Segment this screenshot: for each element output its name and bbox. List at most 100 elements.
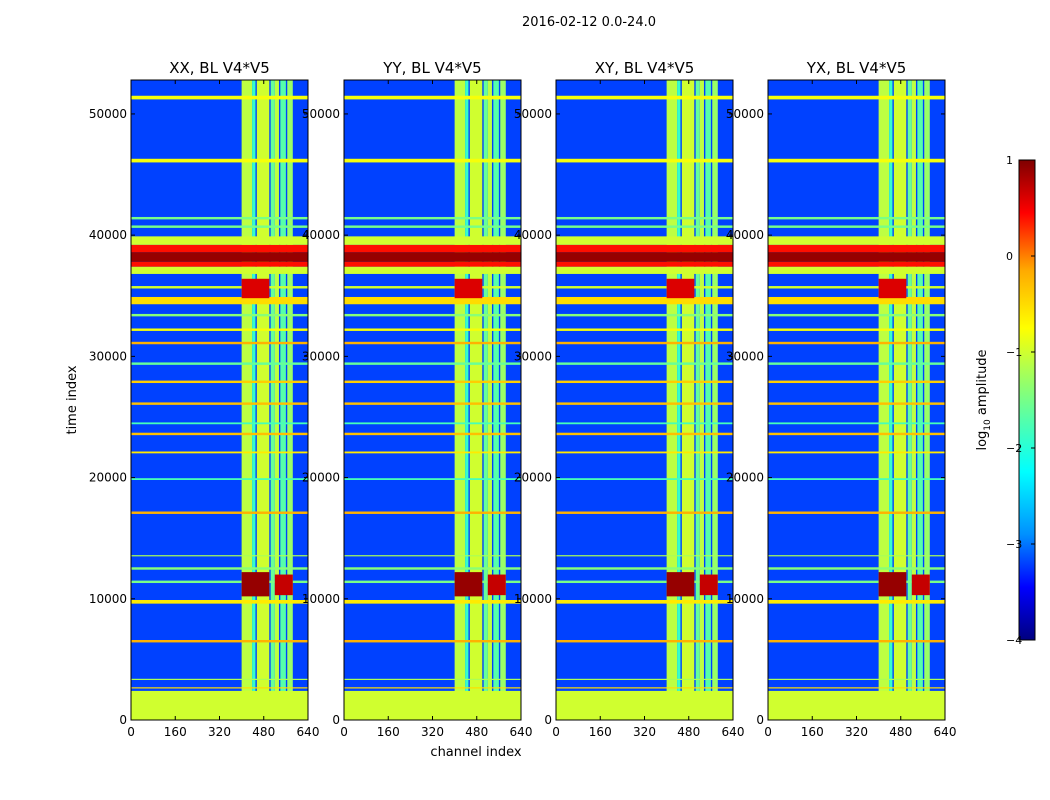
rfi-time-band — [131, 478, 308, 480]
y-tick-label: 10000 — [89, 592, 127, 606]
rfi-time-band — [768, 252, 945, 262]
panel-title: XY, BL V4*V5 — [595, 59, 695, 77]
rfi-time-band — [131, 313, 308, 317]
rfi-channel-band — [705, 80, 711, 720]
rfi-hot-spot — [487, 574, 506, 596]
rfi-time-band — [768, 158, 945, 163]
rfi-time-band — [344, 600, 521, 604]
rfi-time-band — [768, 313, 945, 317]
rfi-hot-spot — [274, 574, 293, 596]
rfi-time-band — [131, 432, 308, 436]
rfi-time-band — [556, 95, 733, 100]
rfi-channel-band — [241, 80, 253, 720]
x-tick-label: 640 — [722, 725, 745, 739]
rfi-time-band — [344, 402, 521, 405]
rfi-time-band — [131, 225, 308, 228]
x-tick-label: 0 — [127, 725, 135, 739]
rfi-time-band — [131, 422, 308, 425]
colorbar-label-main: log — [975, 431, 990, 451]
rfi-time-band — [556, 432, 733, 436]
rfi-time-band — [556, 478, 733, 480]
rfi-hot-spot — [699, 574, 718, 596]
rfi-hot-spot — [454, 572, 483, 597]
rfi-time-band — [131, 580, 308, 584]
rfi-time-band — [556, 216, 733, 220]
rfi-channel-band — [924, 80, 930, 720]
rfi-time-band — [556, 252, 733, 262]
rfi-time-band — [131, 600, 308, 604]
rfi-time-band — [131, 296, 308, 305]
rfi-time-band — [344, 286, 521, 289]
colorbar-ticks: 1 0 −1 −2 −3 −4 — [1006, 154, 1035, 647]
rfi-time-band — [556, 313, 733, 317]
x-tick-label: 0 — [552, 725, 560, 739]
rfi-channel-band — [465, 80, 469, 720]
x-tick-label: 640 — [297, 725, 320, 739]
rfi-time-band — [556, 600, 733, 604]
rfi-time-band — [768, 600, 945, 604]
y-tick-label: 0 — [756, 713, 764, 727]
rfi-time-band — [131, 341, 308, 345]
rfi-time-band — [556, 225, 733, 228]
rfi-time-band — [131, 678, 308, 680]
rfi-channel-band — [878, 80, 890, 720]
rfi-channel-band — [666, 80, 678, 720]
rfi-time-band — [344, 236, 521, 245]
y-tick-label: 50000 — [514, 107, 552, 121]
rfi-time-band — [768, 511, 945, 514]
rfi-time-band — [344, 687, 521, 689]
rfi-time-band — [344, 640, 521, 643]
heatmap-panel: XY, BL V4*V5 0 160 320 480 640 0 10000 20000 3000… — [514, 59, 745, 739]
heatmap-image — [768, 80, 945, 720]
heatmap-panels: XX, BL V4*V5 0 160 320 480 640 0 10000 20000 3000… — [89, 59, 957, 739]
rfi-time-band — [344, 555, 521, 557]
rfi-time-band — [344, 252, 521, 262]
x-tick-label: 480 — [889, 725, 912, 739]
rfi-time-band — [131, 567, 308, 570]
rfi-time-band — [556, 236, 733, 245]
x-tick-label: 480 — [252, 725, 275, 739]
rfi-time-band — [344, 328, 521, 331]
y-tick-label: 20000 — [726, 471, 764, 485]
rfi-time-band — [344, 567, 521, 570]
rfi-time-band — [344, 380, 521, 384]
rfi-time-band — [131, 687, 308, 689]
rfi-time-band — [131, 555, 308, 557]
rfi-time-band — [131, 640, 308, 643]
colorbar-tick-label: −1 — [1006, 346, 1022, 359]
y-tick-label: 20000 — [302, 471, 340, 485]
rfi-hot-spot — [241, 278, 270, 299]
y-tick-label: 20000 — [89, 471, 127, 485]
rfi-channel-band — [893, 80, 907, 720]
rfi-channel-band — [907, 80, 912, 720]
x-tick-label: 320 — [421, 725, 444, 739]
rfi-time-band — [556, 261, 733, 267]
y-tick-label: 0 — [332, 713, 340, 727]
rfi-channel-band — [270, 80, 275, 720]
rfi-time-band — [768, 432, 945, 436]
y-tick-label: 0 — [119, 713, 127, 727]
y-axis-label: time index — [65, 365, 80, 434]
rfi-time-band — [768, 567, 945, 570]
x-tick-label: 480 — [677, 725, 700, 739]
rfi-channel-band — [493, 80, 499, 720]
rfi-time-band — [556, 380, 733, 384]
rfi-time-band — [344, 678, 521, 680]
x-tick-label: 160 — [377, 725, 400, 739]
rfi-time-band — [768, 478, 945, 480]
rfi-time-band — [344, 158, 521, 163]
rfi-time-band — [768, 95, 945, 100]
rfi-time-band — [768, 687, 945, 689]
rfi-hot-spot — [878, 572, 907, 597]
heatmap-panel: YY, BL V4*V5 0 160 320 480 640 0 10000 20000 3000… — [302, 59, 533, 739]
rfi-channel-band — [712, 80, 718, 720]
rfi-time-band — [768, 451, 945, 454]
rfi-time-band — [556, 341, 733, 345]
rfi-time-band — [131, 286, 308, 289]
rfi-hot-spot — [911, 574, 930, 596]
colorbar-label-sub: 10 — [983, 419, 993, 431]
y-tick-label: 0 — [544, 713, 552, 727]
rfi-time-band — [344, 432, 521, 436]
y-tick-label: 50000 — [302, 107, 340, 121]
rfi-time-band — [131, 236, 308, 245]
